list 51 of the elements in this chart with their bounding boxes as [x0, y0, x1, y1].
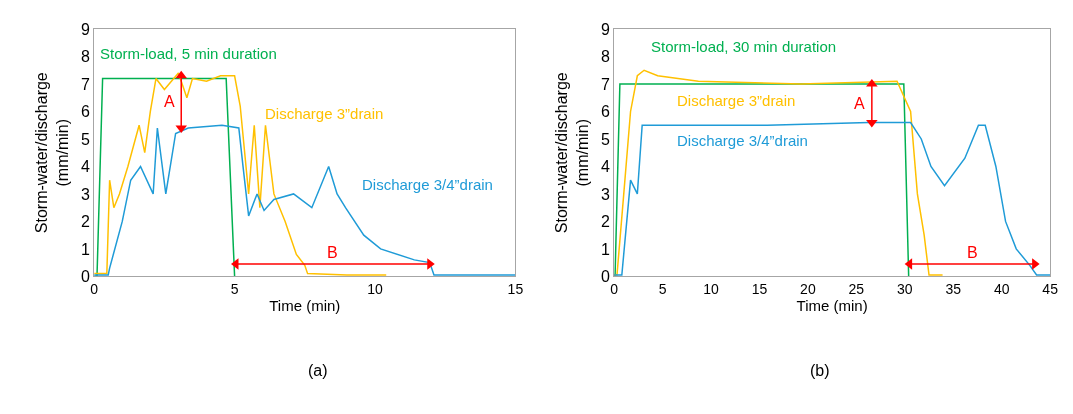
annotation: A — [164, 93, 175, 110]
y-tick-label: 3 — [81, 185, 91, 203]
annotation: B — [327, 244, 338, 261]
line-series — [614, 121, 1051, 276]
y-tick-label: 1 — [600, 240, 610, 258]
annotation: A — [854, 95, 865, 112]
x-tick-label: 45 — [1042, 281, 1059, 298]
y-tick-label: 8 — [81, 48, 91, 66]
series-label: Discharge 3”drain — [265, 105, 384, 122]
y-tick-label: 5 — [600, 130, 610, 148]
y-tick-label: 1 — [81, 240, 91, 258]
text: (b) — [810, 362, 830, 379]
line-series — [614, 69, 944, 276]
y-tick-label: 4 — [600, 158, 610, 176]
series-label: Discharge 3/4”drain — [362, 176, 493, 193]
x-tick-label: 5 — [658, 281, 667, 298]
x-tick-label: 15 — [751, 281, 768, 298]
x-tick-label: 25 — [848, 281, 865, 298]
y-tick-label: 9 — [81, 20, 91, 38]
series-label: Storm-load, 30 min duration — [651, 38, 837, 55]
y-tick-label: 8 — [600, 48, 610, 66]
y-tick-label: 0 — [600, 267, 610, 285]
x-tick-label: 30 — [897, 281, 913, 298]
x-axis-title: Time (min) — [269, 297, 341, 315]
x-tick-label: 40 — [993, 281, 1010, 298]
line-series — [94, 124, 516, 276]
y-axis-title: Storm-water/discharge (mm/min) — [553, 72, 591, 234]
y-tick-label: 4 — [81, 158, 91, 176]
y-tick-label: 5 — [81, 130, 91, 148]
text: (a) — [308, 362, 328, 379]
y-tick-label: 7 — [81, 75, 91, 93]
x-tick-label: 35 — [945, 281, 962, 298]
x-tick-label: 10 — [703, 281, 719, 298]
series-label: Discharge 3/4”drain — [677, 132, 808, 149]
x-tick-label: 15 — [507, 281, 524, 298]
y-axis-title: Storm-water/discharge (mm/min) — [33, 72, 71, 234]
y-tick-label: 9 — [600, 20, 610, 38]
x-tick-label: 20 — [800, 281, 816, 298]
x-tick-label: 10 — [367, 281, 383, 298]
y-tick-label: 3 — [600, 185, 610, 203]
x-tick-label: 5 — [230, 281, 239, 298]
y-tick-label: 0 — [81, 267, 91, 285]
y-tick-label: 2 — [600, 213, 610, 231]
y-tick-label: 2 — [81, 213, 91, 231]
x-axis-title: Time (min) — [796, 297, 868, 315]
y-tick-label: 6 — [81, 103, 91, 121]
series-label: Discharge 3”drain — [677, 92, 796, 109]
series-label: Storm-load, 5 min duration — [100, 45, 277, 62]
y-tick-label: 7 — [600, 75, 610, 93]
y-tick-label: 6 — [600, 103, 610, 121]
annotation: B — [967, 244, 978, 261]
